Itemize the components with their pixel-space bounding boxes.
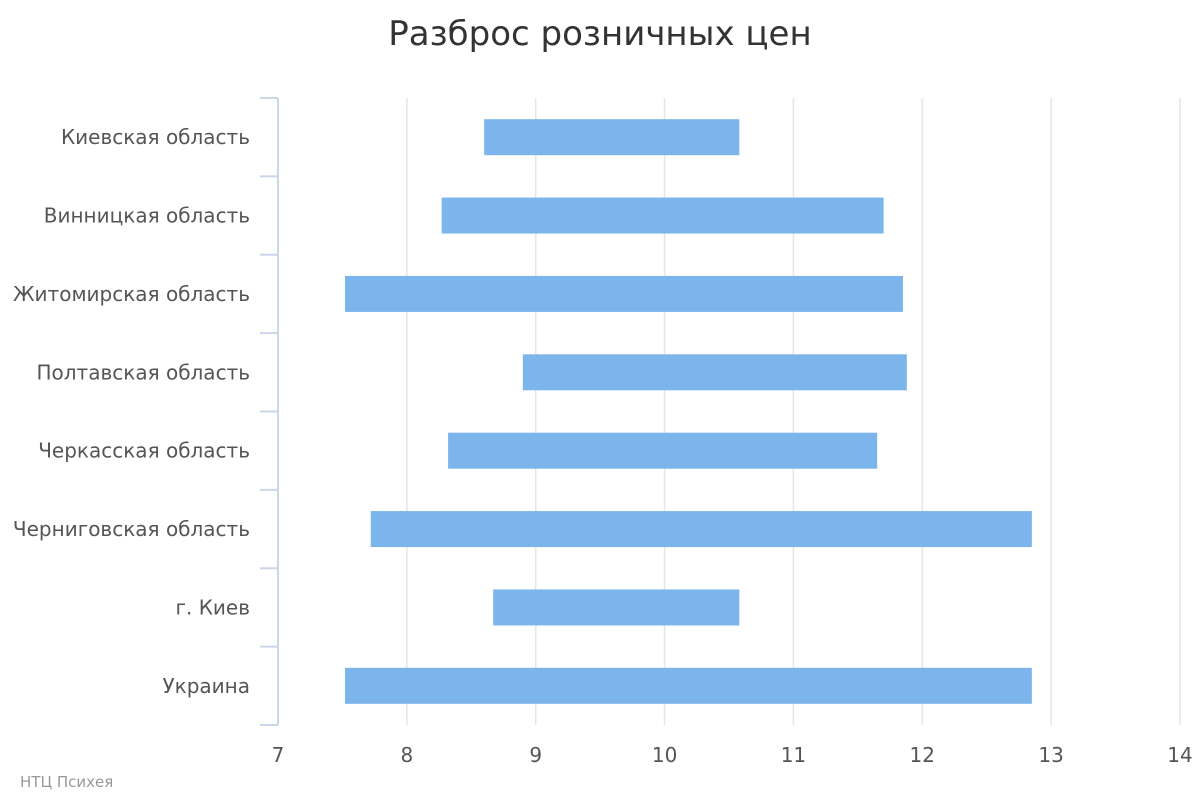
- x-tick-label: 9: [529, 743, 542, 767]
- x-tick-label: 8: [400, 743, 413, 767]
- category-axis: [260, 97, 279, 726]
- x-tick-label: 7: [272, 743, 285, 767]
- range-bar[interactable]: [493, 589, 740, 626]
- bar-series: [345, 119, 1032, 704]
- category-label: Винницкая область: [44, 204, 250, 228]
- category-label: г. Киев: [175, 595, 250, 619]
- category-label: Черкасская область: [38, 439, 250, 463]
- range-bar[interactable]: [345, 275, 903, 312]
- category-label: Украина: [162, 674, 250, 698]
- range-bar[interactable]: [448, 432, 878, 469]
- credit-text: НТЦ Психея: [20, 773, 114, 791]
- chart-title: Разброс розничных цен: [388, 14, 812, 54]
- value-axis-labels: 7 8 9 10 11 12 13 14: [272, 743, 1193, 767]
- x-tick-label: 10: [652, 743, 677, 767]
- range-bar[interactable]: [370, 511, 1032, 548]
- category-label: Киевская область: [61, 125, 250, 149]
- x-tick-label: 14: [1167, 743, 1192, 767]
- range-bar[interactable]: [441, 197, 884, 234]
- range-bar[interactable]: [345, 667, 1032, 704]
- x-tick-label: 11: [781, 743, 806, 767]
- category-label: Житомирская область: [13, 282, 250, 306]
- grid-lines: [406, 98, 1181, 725]
- category-labels: Киевская область Винницкая область Житомир…: [13, 125, 250, 698]
- x-tick-label: 13: [1038, 743, 1063, 767]
- category-label: Черниговская область: [13, 517, 250, 541]
- category-label: Полтавская область: [36, 360, 250, 384]
- range-bar[interactable]: [484, 119, 740, 156]
- x-tick-label: 12: [910, 743, 935, 767]
- range-bar[interactable]: [522, 354, 907, 391]
